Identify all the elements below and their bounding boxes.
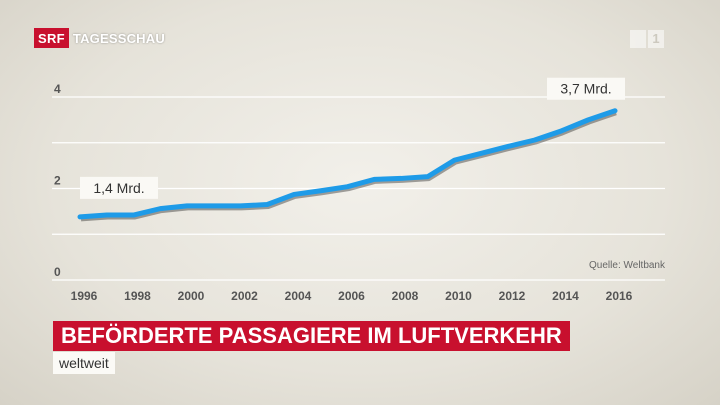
x-tick-label: 2016	[606, 289, 633, 303]
x-tick-label: 2000	[178, 289, 205, 303]
x-tick-label: 2004	[285, 289, 312, 303]
channel-logo: 1	[630, 30, 664, 48]
brand-name: TAGESSCHAU	[72, 30, 165, 46]
srf-logo: SRF	[34, 28, 69, 48]
x-tick-label: 1996	[71, 289, 98, 303]
annotation-label: 3,7 Mrd.	[560, 81, 611, 97]
x-tick-label: 2002	[231, 289, 258, 303]
x-tick-label: 2006	[338, 289, 365, 303]
chart-title: BEFÖRDERTE PASSAGIERE IM LUFTVERKEHR	[53, 321, 570, 351]
channel-mark	[630, 30, 646, 48]
series-line-shadow	[80, 110, 617, 222]
x-tick-label: 2008	[392, 289, 419, 303]
channel-digit: 1	[648, 30, 664, 48]
annotation-end: 3,7 Mrd.	[547, 77, 625, 100]
x-tick-label: 2014	[552, 289, 579, 303]
annotation-label: 1,4 Mrd.	[93, 180, 144, 196]
x-tick-label: 2010	[445, 289, 472, 303]
brand: SRF TAGESSCHAU	[34, 28, 165, 48]
series-line	[77, 108, 618, 220]
annotation-box	[547, 77, 625, 100]
y-tick-label: 2	[54, 174, 61, 188]
chart-subtitle: weltweit	[53, 352, 115, 374]
y-tick-label: 4	[54, 82, 61, 96]
y-tick-label: 0	[54, 265, 61, 279]
x-tick-label: 1998	[124, 289, 151, 303]
x-tick-label: 2012	[499, 289, 526, 303]
annotation-start: 1,4 Mrd.	[80, 176, 158, 199]
source-note: Quelle: Weltbank	[589, 260, 666, 271]
annotation-box	[80, 176, 158, 199]
